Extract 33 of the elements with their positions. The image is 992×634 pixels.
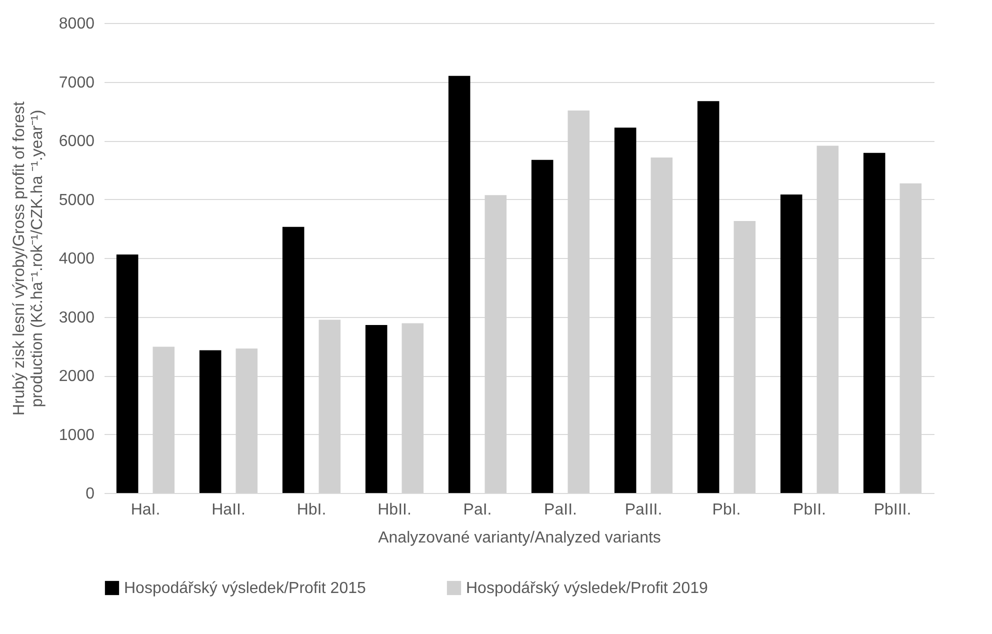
x-tick-label: PbI. — [712, 502, 741, 518]
bar — [199, 350, 222, 493]
y-tick-label: 3000 — [58, 309, 95, 326]
x-tick-label: PbIII. — [874, 502, 912, 518]
legend-label: Hospodářský výsledek/Profit 2015 — [124, 580, 366, 597]
y-axis-title: Hrubý zisk lesní výroby/Gross profit of forest production (Kč.ha⁻¹.rok⁻¹/CZK.ha ⁻¹.year⁻¹) — [10, 101, 46, 416]
y-tick-label: 4000 — [58, 250, 95, 268]
bar — [614, 128, 636, 493]
y-tick-label: 8000 — [58, 16, 95, 32]
x-tick-label: HaII. — [212, 502, 246, 518]
y-tick-label: 7000 — [58, 74, 95, 92]
bar — [697, 101, 720, 493]
x-tick-label: PaII. — [544, 502, 577, 518]
y-tick-label: 6000 — [58, 133, 95, 150]
x-tick-label: HbII. — [378, 502, 412, 518]
y-tick-label: 5000 — [58, 192, 95, 209]
x-tick-label: HaI. — [130, 502, 160, 518]
bar — [116, 254, 138, 493]
x-tick-label: PaIII. — [624, 502, 662, 518]
x-tick-label: PaI. — [463, 502, 492, 518]
x-axis-title: Analyzované varianty/Analyzed variants — [378, 530, 661, 546]
y-tick-label: 1000 — [58, 426, 95, 444]
bar — [282, 226, 304, 493]
x-tick-label: PbII. — [793, 502, 826, 518]
legend-label: Hospodářský výsledek/Profit 2019 — [466, 580, 708, 597]
bar — [365, 324, 388, 493]
bar — [780, 194, 802, 493]
bar — [448, 76, 470, 493]
y-tick-label: 2000 — [58, 368, 95, 385]
y-tick-label: 0 — [86, 486, 95, 502]
bar — [531, 160, 554, 493]
x-tick-label: HbI. — [296, 502, 326, 518]
bar — [863, 152, 886, 493]
